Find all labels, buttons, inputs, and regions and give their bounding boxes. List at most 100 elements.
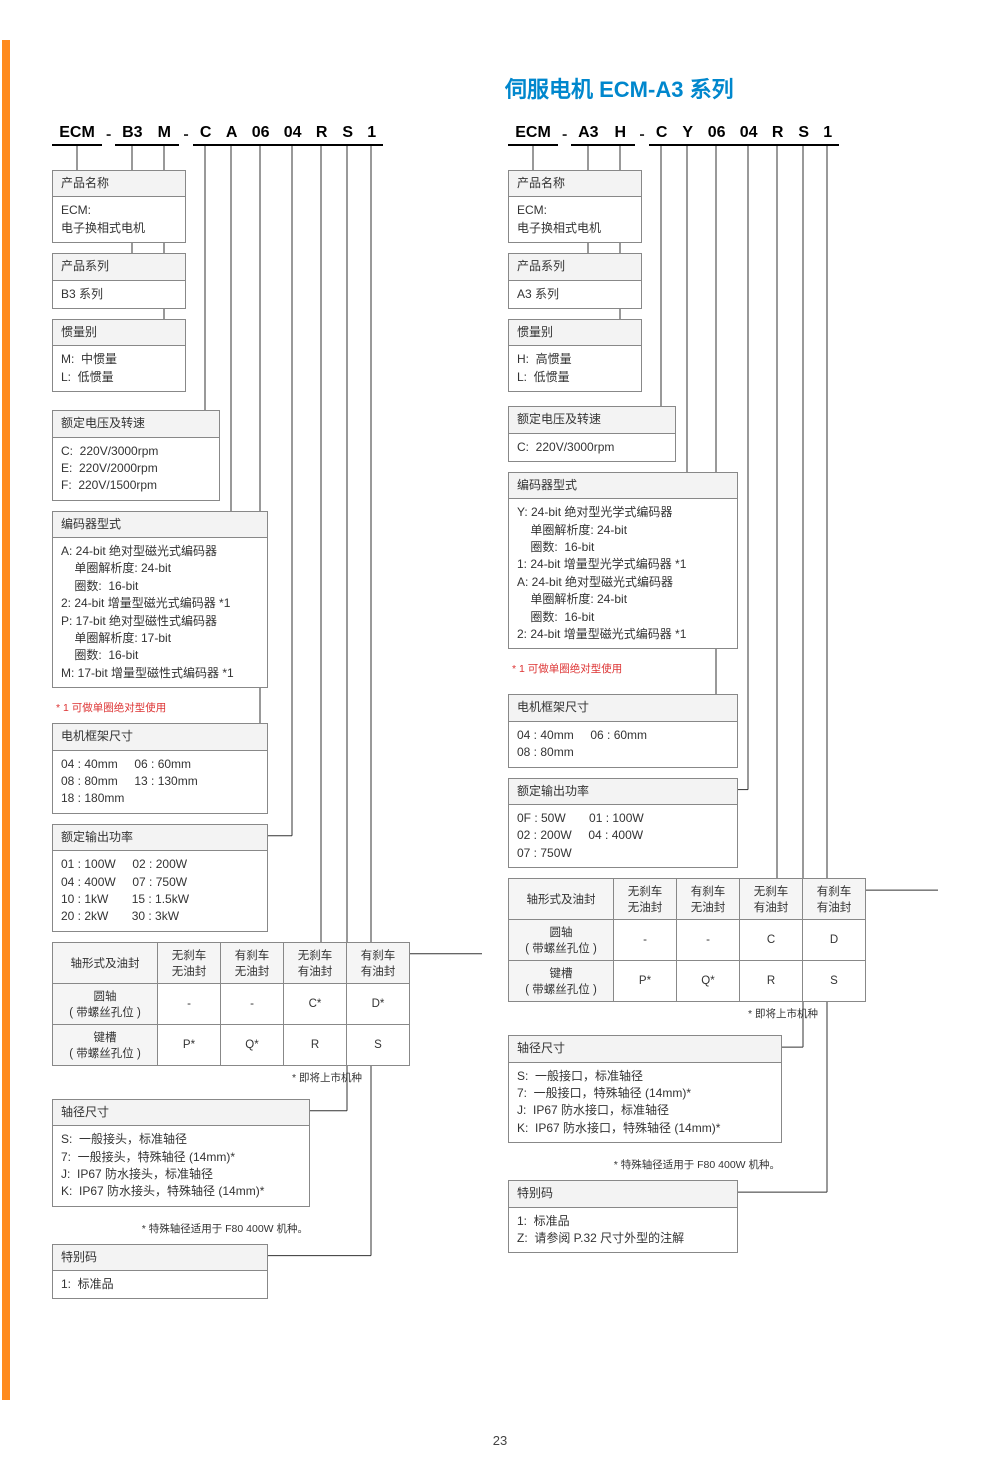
spec-box-header: 编码器型式 xyxy=(53,512,267,538)
spec-box-body: ECM:电子换相式电机 xyxy=(509,197,641,242)
spec-box-body: 04 : 40mm 06 : 60mm08 : 80mm 13 : 130mm1… xyxy=(53,751,267,813)
spec-box-body: ECM:电子换相式电机 xyxy=(53,197,185,242)
spec-box-header: 特别码 xyxy=(509,1181,737,1207)
code-segment: Y xyxy=(675,124,701,146)
spec-box-header: 额定输出功率 xyxy=(509,779,737,805)
table-colhead: 有刹车无油封 xyxy=(677,879,740,920)
code-segment: B3 xyxy=(115,124,149,146)
spec-box: 编码器型式Y: 24-bit 绝对型光学式编码器 单圈解析度: 24-bit 圈… xyxy=(508,472,738,650)
spec-box-body: 04 : 40mm 06 : 60mm08 : 80mm xyxy=(509,722,737,767)
spec-box-body: A: 24-bit 绝对型磁光式编码器 单圈解析度: 24-bit 圈数: 16… xyxy=(53,538,267,687)
spec-box-header: 电机框架尺寸 xyxy=(53,724,267,750)
table-cell: P* xyxy=(158,1024,221,1065)
table-note: * 即将上市机种 xyxy=(508,1002,822,1029)
spec-box-body: H: 高惯量L: 低惯量 xyxy=(509,346,641,391)
spec-box: 轴径尺寸S: 一般接口，标准轴径7: 一般接口，特殊轴径 (14mm)*J: I… xyxy=(508,1035,782,1143)
spec-box: 编码器型式A: 24-bit 绝对型磁光式编码器 单圈解析度: 24-bit 圈… xyxy=(52,511,268,689)
spec-box: 特别码1: 标准品Z: 请参阅 P.32 尺寸外型的注解 xyxy=(508,1180,738,1253)
code-segment: C xyxy=(193,124,219,146)
code-dash: - xyxy=(558,126,571,146)
table-cell: D* xyxy=(347,983,410,1024)
spec-box: 产品名称ECM:电子换相式电机 xyxy=(508,170,642,243)
table-cell: Q* xyxy=(677,961,740,1002)
spec-box-header: 惯量别 xyxy=(53,320,185,346)
spec-box-body: M: 中惯量L: 低惯量 xyxy=(53,346,185,391)
code-segment: A3 xyxy=(571,124,605,146)
code-segment: R xyxy=(765,124,791,146)
table-cell: D xyxy=(803,920,866,961)
table-colhead: 无刹车无油封 xyxy=(158,942,221,983)
table-rowhead: 圆轴( 带螺丝孔位 ) xyxy=(53,983,158,1024)
spec-box-body: Y: 24-bit 绝对型光学式编码器 单圈解析度: 24-bit 圈数: 16… xyxy=(509,499,737,648)
code-segment: 06 xyxy=(701,124,733,146)
spec-box-header: 惯量别 xyxy=(509,320,641,346)
spec-box-body: 0F : 50W 01 : 100W02 : 200W 04 : 400W07 … xyxy=(509,805,737,867)
spec-box: 电机框架尺寸04 : 40mm 06 : 60mm08 : 80mm 13 : … xyxy=(52,723,268,814)
spec-box-header: 额定输出功率 xyxy=(53,825,267,851)
spec-box-header: 特别码 xyxy=(53,1245,267,1271)
table-rowhead: 轴形式及油封 xyxy=(53,942,158,983)
table-cell: - xyxy=(677,920,740,961)
code-segment: 06 xyxy=(245,124,277,146)
code-segment: M xyxy=(149,124,179,146)
spec-box: 轴径尺寸S: 一般接头，标准轴径7: 一般接头，特殊轴径 (14mm)*J: I… xyxy=(52,1099,310,1207)
spec-box-body: 01 : 100W 02 : 200W04 : 400W 07 : 750W10… xyxy=(53,851,267,931)
code-dash: - xyxy=(179,126,192,146)
spec-box-header: 产品系列 xyxy=(509,254,641,280)
part-code-a3: ECM-A3H-CY0604RS1 xyxy=(508,110,938,146)
table-cell: S xyxy=(347,1024,410,1065)
spec-box-header: 轴径尺寸 xyxy=(509,1036,781,1062)
code-segment: A xyxy=(219,124,245,146)
spec-box: 特别码1: 标准品 xyxy=(52,1244,268,1300)
column-a3: ECM-A3H-CY0604RS1 产品名称ECM:电子换相式电机产品系列A3 … xyxy=(508,110,938,1263)
table-colhead: 有刹车有油封 xyxy=(347,942,410,983)
spec-box: 产品名称ECM:电子换相式电机 xyxy=(52,170,186,243)
spec-box: 惯量别M: 中惯量L: 低惯量 xyxy=(52,319,186,392)
footnote: * 1 可做单圈绝对型使用 xyxy=(52,698,482,723)
title-suffix: 系列 xyxy=(683,77,733,102)
table-cell: S xyxy=(803,961,866,1002)
code-segment: H xyxy=(605,124,635,146)
code-segment: S xyxy=(791,124,817,146)
spec-box-header: 额定电压及转速 xyxy=(509,407,675,433)
code-segment: 1 xyxy=(361,124,383,146)
spec-box-body: 1: 标准品Z: 请参阅 P.32 尺寸外型的注解 xyxy=(509,1208,737,1253)
table-colhead: 无刹车无油封 xyxy=(614,879,677,920)
spec-box-header: 产品名称 xyxy=(509,171,641,197)
code-segment: R xyxy=(309,124,335,146)
accent-stripe xyxy=(2,40,10,1400)
table-rowhead: 圆轴( 带螺丝孔位 ) xyxy=(509,920,614,961)
spec-box-header: 编码器型式 xyxy=(509,473,737,499)
spec-box-header: 额定电压及转速 xyxy=(53,411,219,437)
table-cell: C* xyxy=(284,983,347,1024)
column-b3: ECM-B3M-CA0604RS1 产品名称ECM:电子换相式电机产品系列B3 … xyxy=(52,110,482,1309)
spec-box-body: S: 一般接头，标准轴径7: 一般接头，特殊轴径 (14mm)*J: IP67 … xyxy=(53,1126,309,1206)
note: * 特殊轴径适用于 F80 400W 机种。 xyxy=(52,1217,312,1244)
spec-boxes-b3: 产品名称ECM:电子换相式电机产品系列B3 系列惯量别M: 中惯量L: 低惯量额… xyxy=(52,170,482,1299)
table-rowhead: 键槽( 带螺丝孔位 ) xyxy=(53,1024,158,1065)
spec-boxes-a3: 产品名称ECM:电子换相式电机产品系列A3 系列惯量别H: 高惯量L: 低惯量额… xyxy=(508,170,938,1253)
spec-box-body: A3 系列 xyxy=(509,281,641,308)
code-segment: 04 xyxy=(277,124,309,146)
code-dash: - xyxy=(102,126,115,146)
table-cell: Q* xyxy=(221,1024,284,1065)
spec-box-body: C: 220V/3000rpmE: 220V/2000rpmF: 220V/15… xyxy=(53,438,219,500)
spec-box: 产品系列B3 系列 xyxy=(52,253,186,309)
code-segment: S xyxy=(335,124,361,146)
spec-box-header: 产品名称 xyxy=(53,171,185,197)
spec-box: 产品系列A3 系列 xyxy=(508,253,642,309)
spec-box: 额定输出功率01 : 100W 02 : 200W04 : 400W 07 : … xyxy=(52,824,268,932)
table-cell: R xyxy=(284,1024,347,1065)
spec-box-body: C: 220V/3000rpm xyxy=(509,434,675,461)
spec-box: 额定输出功率0F : 50W 01 : 100W02 : 200W 04 : 4… xyxy=(508,778,738,869)
spec-box-body: B3 系列 xyxy=(53,281,185,308)
table-cell: - xyxy=(158,983,221,1024)
table-colhead: 无刹车有油封 xyxy=(740,879,803,920)
code-segment: 1 xyxy=(817,124,839,146)
spec-box: 电机框架尺寸04 : 40mm 06 : 60mm08 : 80mm xyxy=(508,694,738,767)
spec-box: 额定电压及转速C: 220V/3000rpmE: 220V/2000rpmF: … xyxy=(52,410,220,501)
section-title: 伺服电机 ECM-A3 系列 xyxy=(505,72,734,104)
page-number: 23 xyxy=(0,1433,1000,1448)
spec-box: 惯量别H: 高惯量L: 低惯量 xyxy=(508,319,642,392)
table-cell: - xyxy=(614,920,677,961)
